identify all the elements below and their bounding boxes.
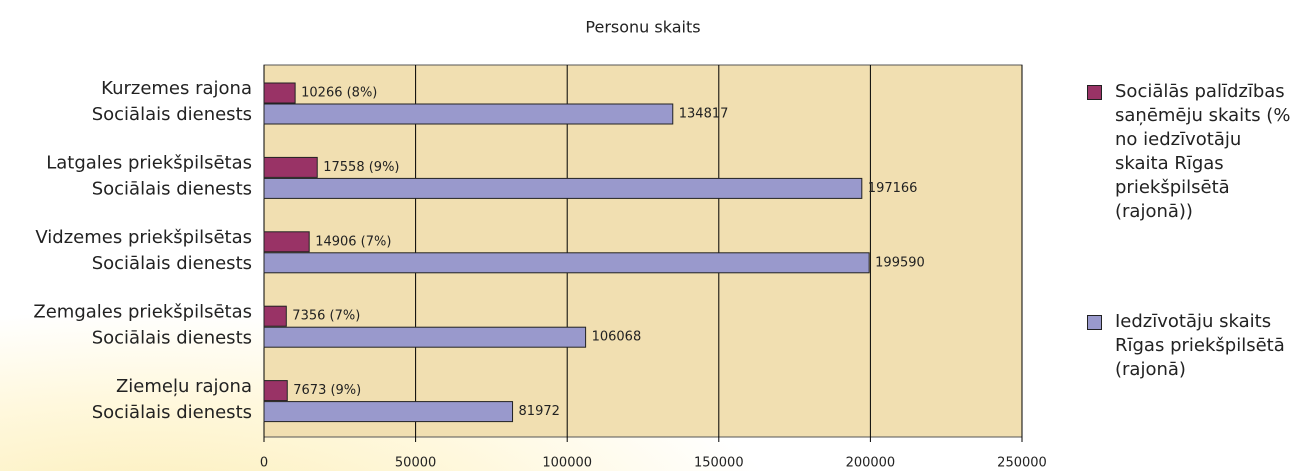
y-tick-label: Zemgales priekšpilsētas bbox=[33, 301, 252, 322]
bar bbox=[263, 231, 310, 253]
y-tick-label: Sociālais dienests bbox=[92, 104, 252, 125]
x-tick-label: 100000 bbox=[542, 456, 592, 471]
legend-swatch bbox=[1087, 315, 1102, 330]
bar bbox=[263, 177, 863, 199]
y-tick-label: Kurzemes rajona bbox=[101, 78, 252, 99]
bar bbox=[263, 82, 296, 104]
bar bbox=[263, 103, 674, 125]
y-tick-label: Sociālais dienests bbox=[92, 402, 252, 423]
y-tick-label: Sociālais dienests bbox=[92, 179, 252, 200]
bar bbox=[263, 326, 587, 348]
bar bbox=[263, 380, 288, 402]
value-label: 199590 bbox=[875, 255, 925, 270]
value-label: 81972 bbox=[519, 404, 560, 419]
chart-title: Personu skaits bbox=[585, 18, 700, 37]
plot-area bbox=[263, 64, 1023, 438]
value-label: 7356 (7%) bbox=[292, 309, 360, 324]
y-tick-label: Vidzemes priekšpilsētas bbox=[35, 227, 252, 248]
x-tick-label: 0 bbox=[260, 456, 268, 471]
value-label: 106068 bbox=[592, 330, 642, 345]
y-tick-label: Ziemeļu rajona bbox=[116, 376, 252, 397]
x-tick-label: 250000 bbox=[997, 456, 1047, 471]
legend-label: Iedzīvotāju skaits Rīgas priekšpilsētā (… bbox=[1115, 311, 1285, 380]
bar bbox=[263, 305, 287, 327]
bar bbox=[263, 252, 870, 274]
bar bbox=[263, 401, 514, 423]
y-tick-label: Latgales priekšpilsētas bbox=[46, 153, 252, 174]
x-tick-label: 50000 bbox=[395, 456, 436, 471]
value-label: 10266 (8%) bbox=[301, 86, 377, 101]
legend-label: Sociālās palīdzības saņēmēju skaits (% n… bbox=[1115, 81, 1291, 222]
value-label: 17558 (9%) bbox=[323, 160, 399, 175]
value-label: 7673 (9%) bbox=[293, 383, 361, 398]
bar bbox=[263, 156, 318, 178]
x-tick-label: 200000 bbox=[846, 456, 896, 471]
value-label: 197166 bbox=[868, 181, 918, 196]
legend-item: Iedzīvotāju skaits Rīgas priekšpilsētā (… bbox=[1087, 310, 1295, 382]
value-label: 134817 bbox=[679, 107, 729, 122]
x-tick-label: 150000 bbox=[694, 456, 744, 471]
legend-item: Sociālās palīdzības saņēmēju skaits (% n… bbox=[1087, 80, 1295, 224]
y-tick-label: Sociālais dienests bbox=[92, 253, 252, 274]
y-tick-label: Sociālais dienests bbox=[92, 327, 252, 348]
legend-swatch bbox=[1087, 85, 1102, 100]
value-label: 14906 (7%) bbox=[315, 234, 391, 249]
